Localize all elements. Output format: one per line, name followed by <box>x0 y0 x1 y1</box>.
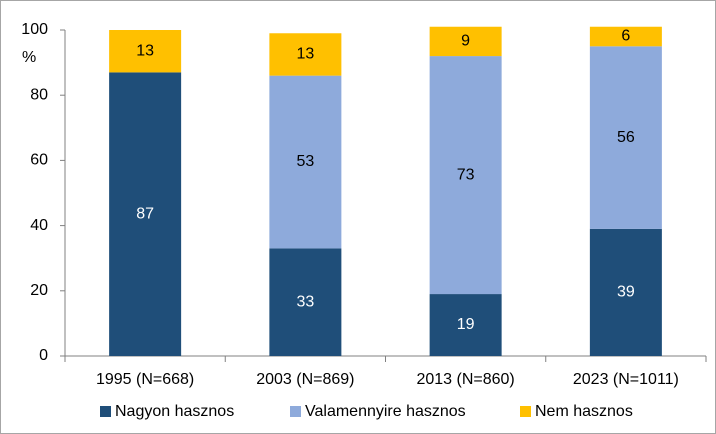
bar-segment <box>589 46 662 229</box>
data-label: 87 <box>136 205 154 222</box>
y-unit-label: % <box>22 49 36 66</box>
data-label: 19 <box>457 316 475 333</box>
data-label: 6 <box>621 28 630 45</box>
data-label: 13 <box>296 46 314 63</box>
data-label: 56 <box>617 129 635 146</box>
x-tick-label: 2003 (N=869) <box>256 371 354 388</box>
legend-label: Valamennyire hasznos <box>305 403 466 420</box>
bar-segment <box>429 56 502 295</box>
data-label: 9 <box>461 33 470 50</box>
x-tick-label: 1995 (N=668) <box>96 371 194 388</box>
y-tick-label: 80 <box>30 86 48 103</box>
legend-label: Nem hasznos <box>535 403 633 420</box>
x-tick-label: 2023 (N=1011) <box>573 371 679 388</box>
legend-label: Nagyon hasznos <box>115 403 234 420</box>
data-label: 39 <box>617 284 635 301</box>
legend-swatch <box>290 406 301 417</box>
y-tick-label: 100 <box>21 21 48 38</box>
bar-segment <box>269 75 342 249</box>
data-label: 73 <box>457 166 475 183</box>
bar-segment <box>589 228 662 356</box>
x-tick-label: 2013 (N=860) <box>416 371 514 388</box>
bar-segment <box>429 26 502 57</box>
bar-segment <box>269 248 342 356</box>
y-tick-label: 60 <box>30 152 48 169</box>
bar-segment <box>429 294 502 356</box>
y-tick-label: 20 <box>30 282 48 299</box>
legend-swatch <box>100 406 111 417</box>
y-tick-label: 40 <box>30 217 48 234</box>
bar-segment <box>269 33 342 76</box>
data-label: 53 <box>296 153 314 170</box>
bar-segment <box>109 30 182 73</box>
y-tick-label: 0 <box>39 347 48 364</box>
data-label: 13 <box>136 42 154 59</box>
legend-swatch <box>520 406 531 417</box>
data-label: 33 <box>296 293 314 310</box>
bar-segment <box>589 26 662 47</box>
bar-segment <box>109 72 182 356</box>
